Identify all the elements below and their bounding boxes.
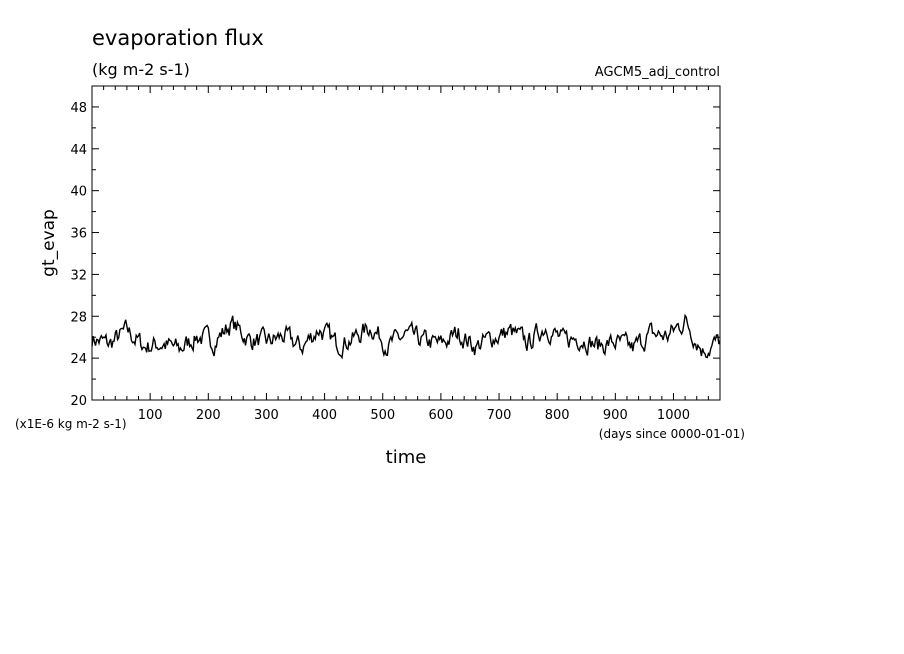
x-tick-label: 300: [254, 408, 279, 423]
plot-frame: [91, 85, 721, 401]
y-tick-label: 36: [70, 227, 87, 242]
series-line-gt-evap: [91, 313, 721, 360]
y-tick-label: 44: [70, 143, 87, 158]
axis-tick-labels: 24 28 32 36 40 44 48 20 100 200 300 400 500 600 700 800…: [70, 101, 690, 423]
x-tick-label: 600: [428, 408, 453, 423]
y-tick-label: 32: [70, 268, 87, 283]
x-tick-label: 400: [312, 408, 337, 423]
chart-title: evaporation flux: [92, 26, 264, 50]
axis-ticks: [92, 86, 720, 400]
y-tick-label: 40: [70, 185, 87, 200]
y-axis-label: gt_evap: [39, 209, 59, 277]
experiment-label: AGCM5_adj_control: [595, 65, 720, 80]
x-unit-label: (days since 0000-01-01): [599, 427, 745, 441]
y-tick-label: 48: [70, 101, 87, 116]
x-tick-label: 500: [370, 408, 395, 423]
y-tick-label: 20: [70, 394, 87, 409]
y-tick-label: 28: [70, 310, 87, 325]
x-axis-label: time: [386, 447, 427, 468]
x-tick-label: 100: [138, 408, 163, 423]
x-tick-label: 700: [487, 408, 512, 423]
x-tick-label: 800: [545, 408, 570, 423]
y-unit-label: (x1E-6 kg m-2 s-1): [15, 417, 127, 431]
x-tick-label: 200: [196, 408, 221, 423]
x-tick-label: 1000: [657, 408, 690, 423]
x-tick-label: 900: [603, 408, 628, 423]
chart-subtitle: (kg m-2 s-1): [92, 60, 190, 79]
y-tick-label: 24: [70, 352, 87, 367]
